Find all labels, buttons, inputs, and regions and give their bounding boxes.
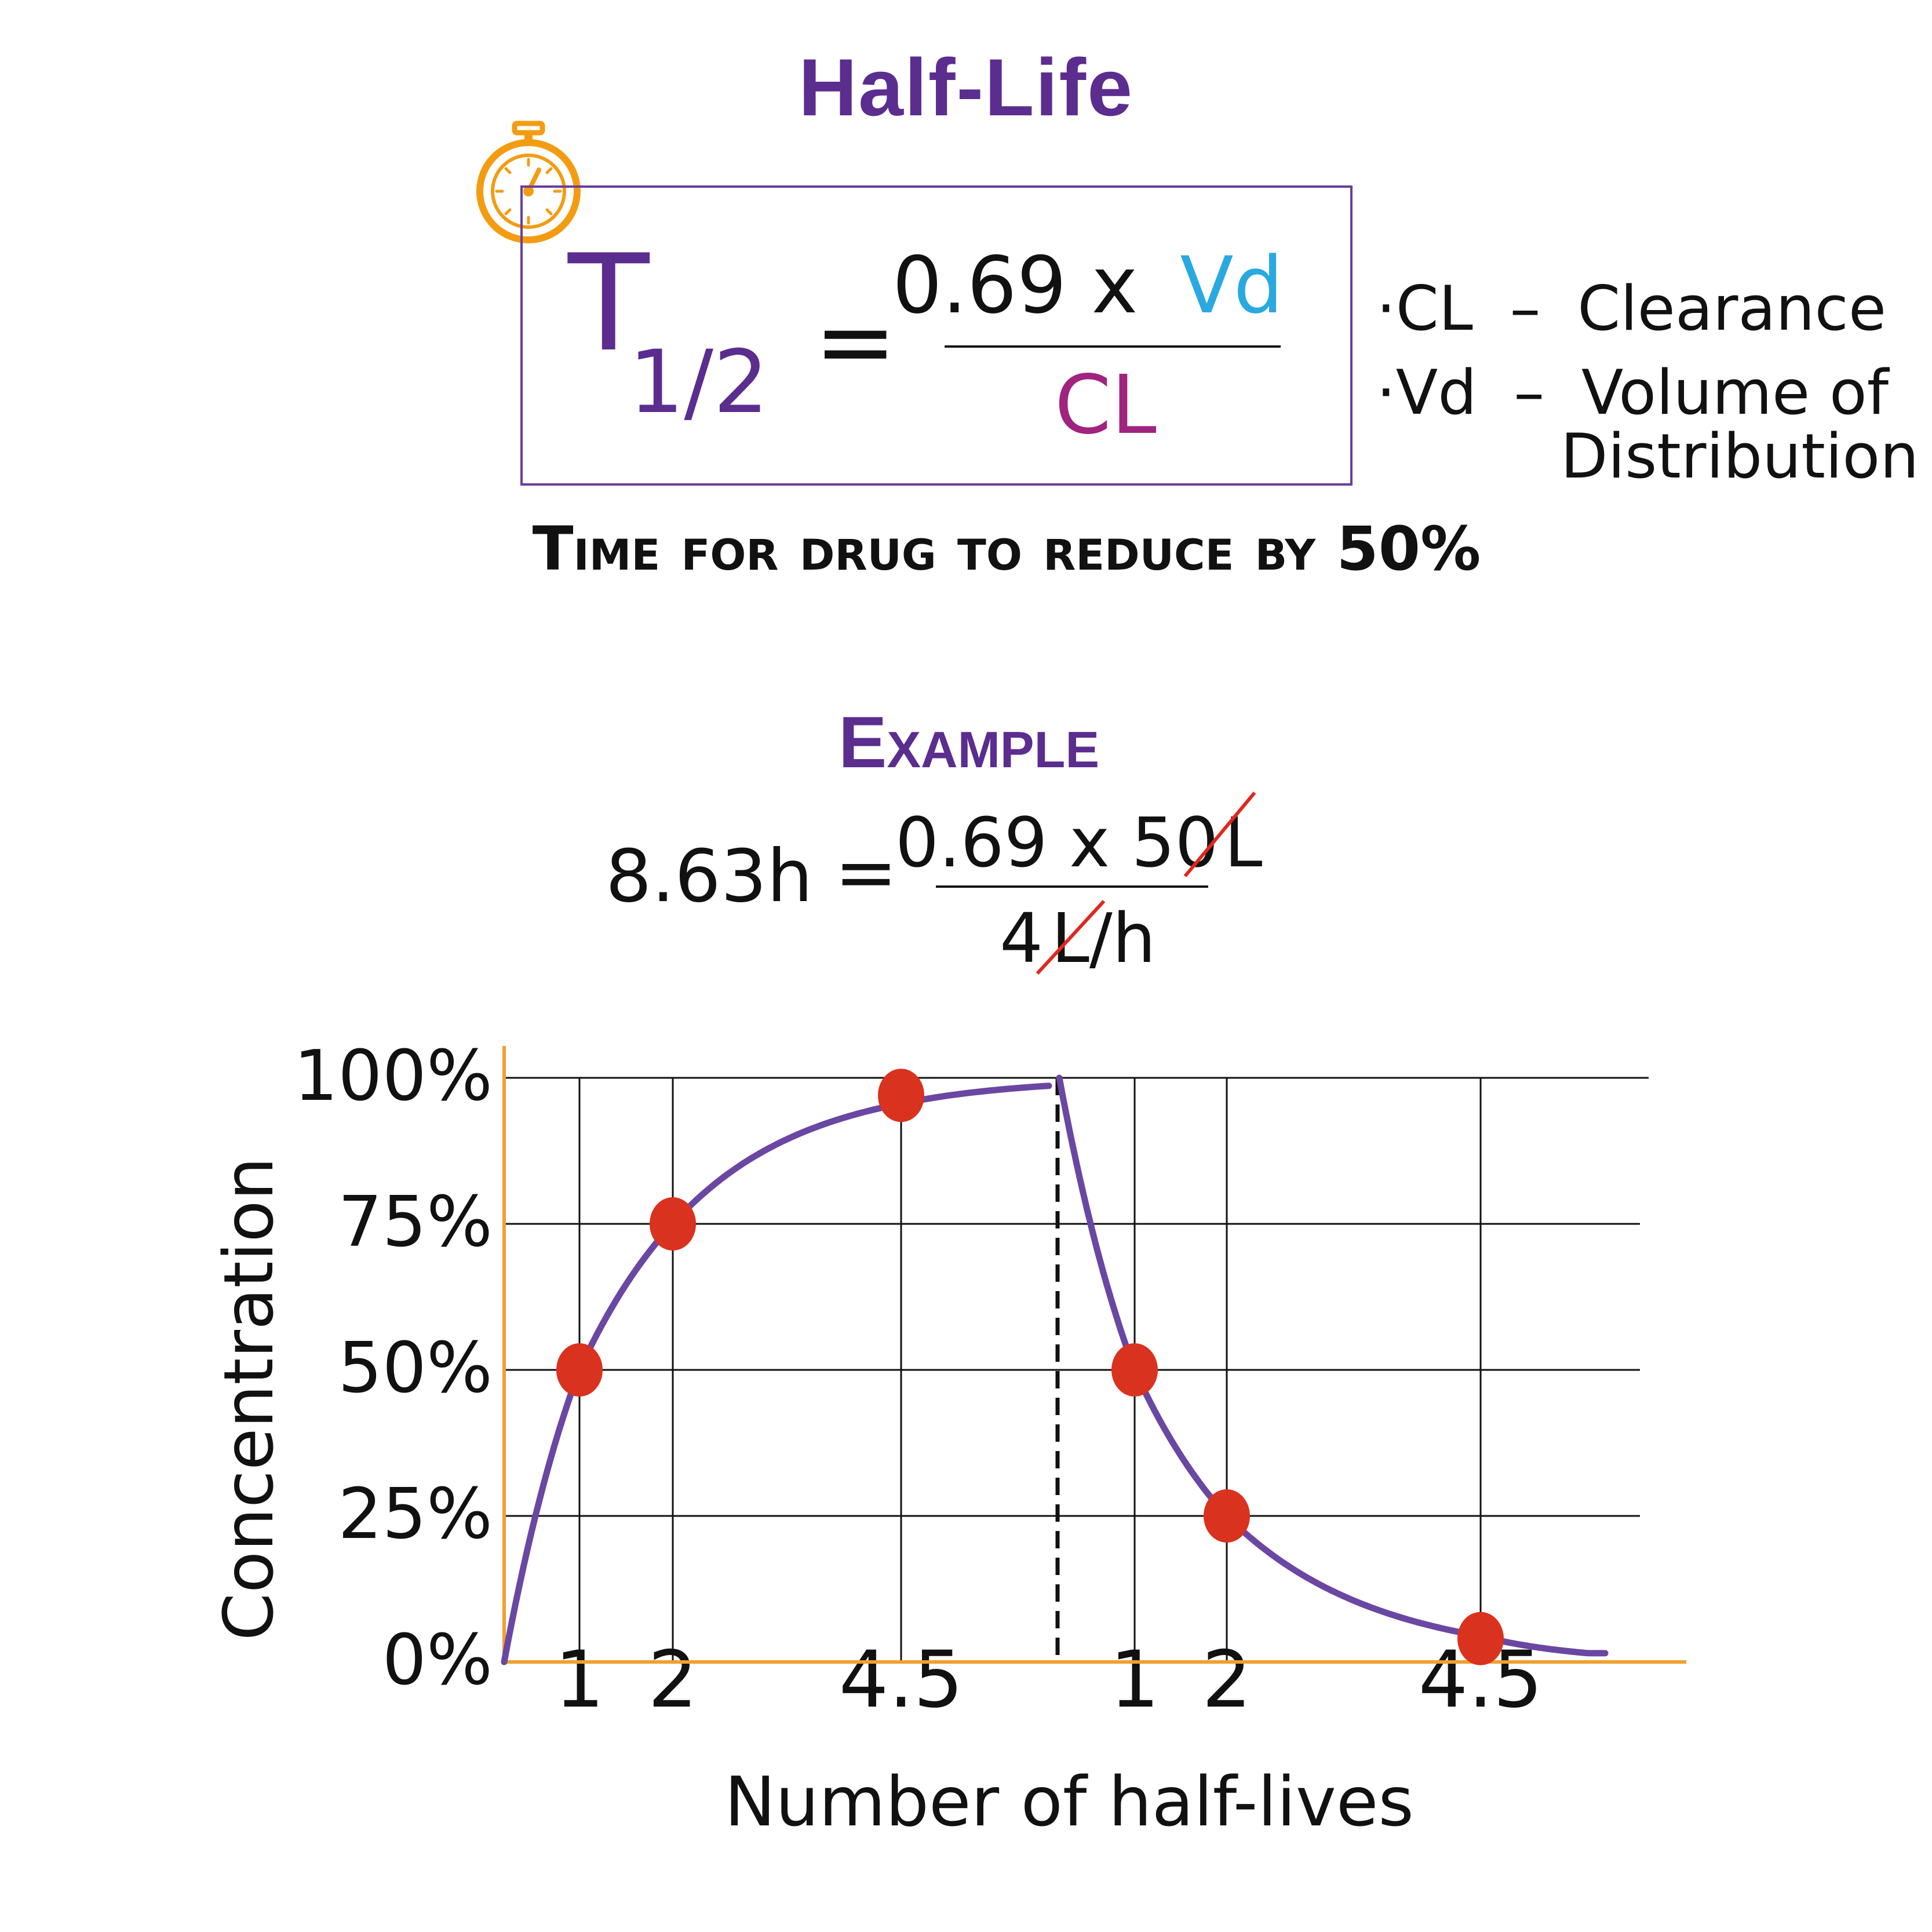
half-life-chart: 0%25%50%75%100%1 2 4.5 1 2 4.5ConcentrationNu…	[209, 1036, 1686, 1842]
formula-vd: Vd	[1180, 240, 1284, 331]
page-title: Half-Life	[799, 42, 1133, 133]
formula-numerator-prefix: 0.69 x	[892, 240, 1138, 331]
stopwatch-icon	[476, 121, 581, 243]
y-tick-label: 0%	[382, 1620, 493, 1701]
example-numerator: 0.69 x 50L	[895, 808, 1262, 877]
y-tick-label: 50%	[338, 1328, 493, 1409]
strike-denominator-unit	[1036, 899, 1106, 975]
formula-fraction-bar	[945, 345, 1281, 348]
legend-note-continuation: Distribution	[1561, 421, 1919, 492]
y-axis-label: Concentration	[209, 1157, 289, 1641]
bullet: ·	[1376, 273, 1396, 344]
formula-lhs-symbol: T	[568, 227, 650, 381]
data-point	[650, 1197, 696, 1251]
data-point	[1111, 1343, 1158, 1397]
y-tick-label: 100%	[294, 1036, 493, 1117]
x-tick-label: 4.5	[839, 1634, 964, 1725]
x-tick-label: 2	[1202, 1634, 1252, 1725]
legend-dash: –	[1514, 357, 1545, 428]
y-tick-label: 75%	[338, 1182, 493, 1263]
x-tick-label: 1	[1110, 1634, 1160, 1725]
example-result: 8.63h	[606, 834, 813, 918]
formula-numerator: 0.69 x Vd	[892, 246, 1283, 325]
formula-box	[520, 185, 1353, 486]
bullet: ·	[1376, 357, 1396, 428]
example-numerator-value: 0.69 x 50	[895, 803, 1219, 883]
data-point	[556, 1343, 603, 1397]
legend-note-cl: ·CL – Clearance	[1376, 278, 1886, 340]
example-denominator-suffix: /h	[1089, 898, 1156, 978]
example-denominator-value: 4	[1000, 898, 1044, 978]
legend-meaning: Volume of	[1581, 357, 1889, 428]
legend-abbr: Vd	[1395, 357, 1477, 428]
y-tick-label: 25%	[338, 1474, 493, 1555]
legend-meaning: Clearance	[1577, 273, 1887, 344]
example-title: Example	[838, 702, 1100, 783]
x-tick-label: 2	[648, 1634, 698, 1725]
legend-note-vd: ·Vd – Volume of	[1376, 362, 1889, 424]
formula-lhs-subscript: 1/2	[629, 332, 769, 433]
x-axis-label: Number of half-lives	[724, 1762, 1414, 1842]
data-point	[878, 1069, 924, 1122]
data-point	[1457, 1612, 1504, 1665]
legend-dash: –	[1510, 273, 1541, 344]
strike-numerator-unit	[1183, 792, 1256, 877]
legend-abbr: CL	[1395, 273, 1473, 344]
x-tick-label: 1	[555, 1634, 604, 1725]
example-denominator: 4L/h	[1000, 904, 1155, 972]
cancel-strikes	[1036, 792, 1256, 975]
example-equals: =	[834, 828, 898, 916]
formula-equals: =	[814, 285, 897, 399]
caption: Time for drug to reduce by 50%	[532, 513, 1481, 584]
example-fraction-bar	[936, 885, 1208, 888]
data-point	[1204, 1489, 1250, 1543]
formula-denominator: CL	[1055, 358, 1157, 453]
